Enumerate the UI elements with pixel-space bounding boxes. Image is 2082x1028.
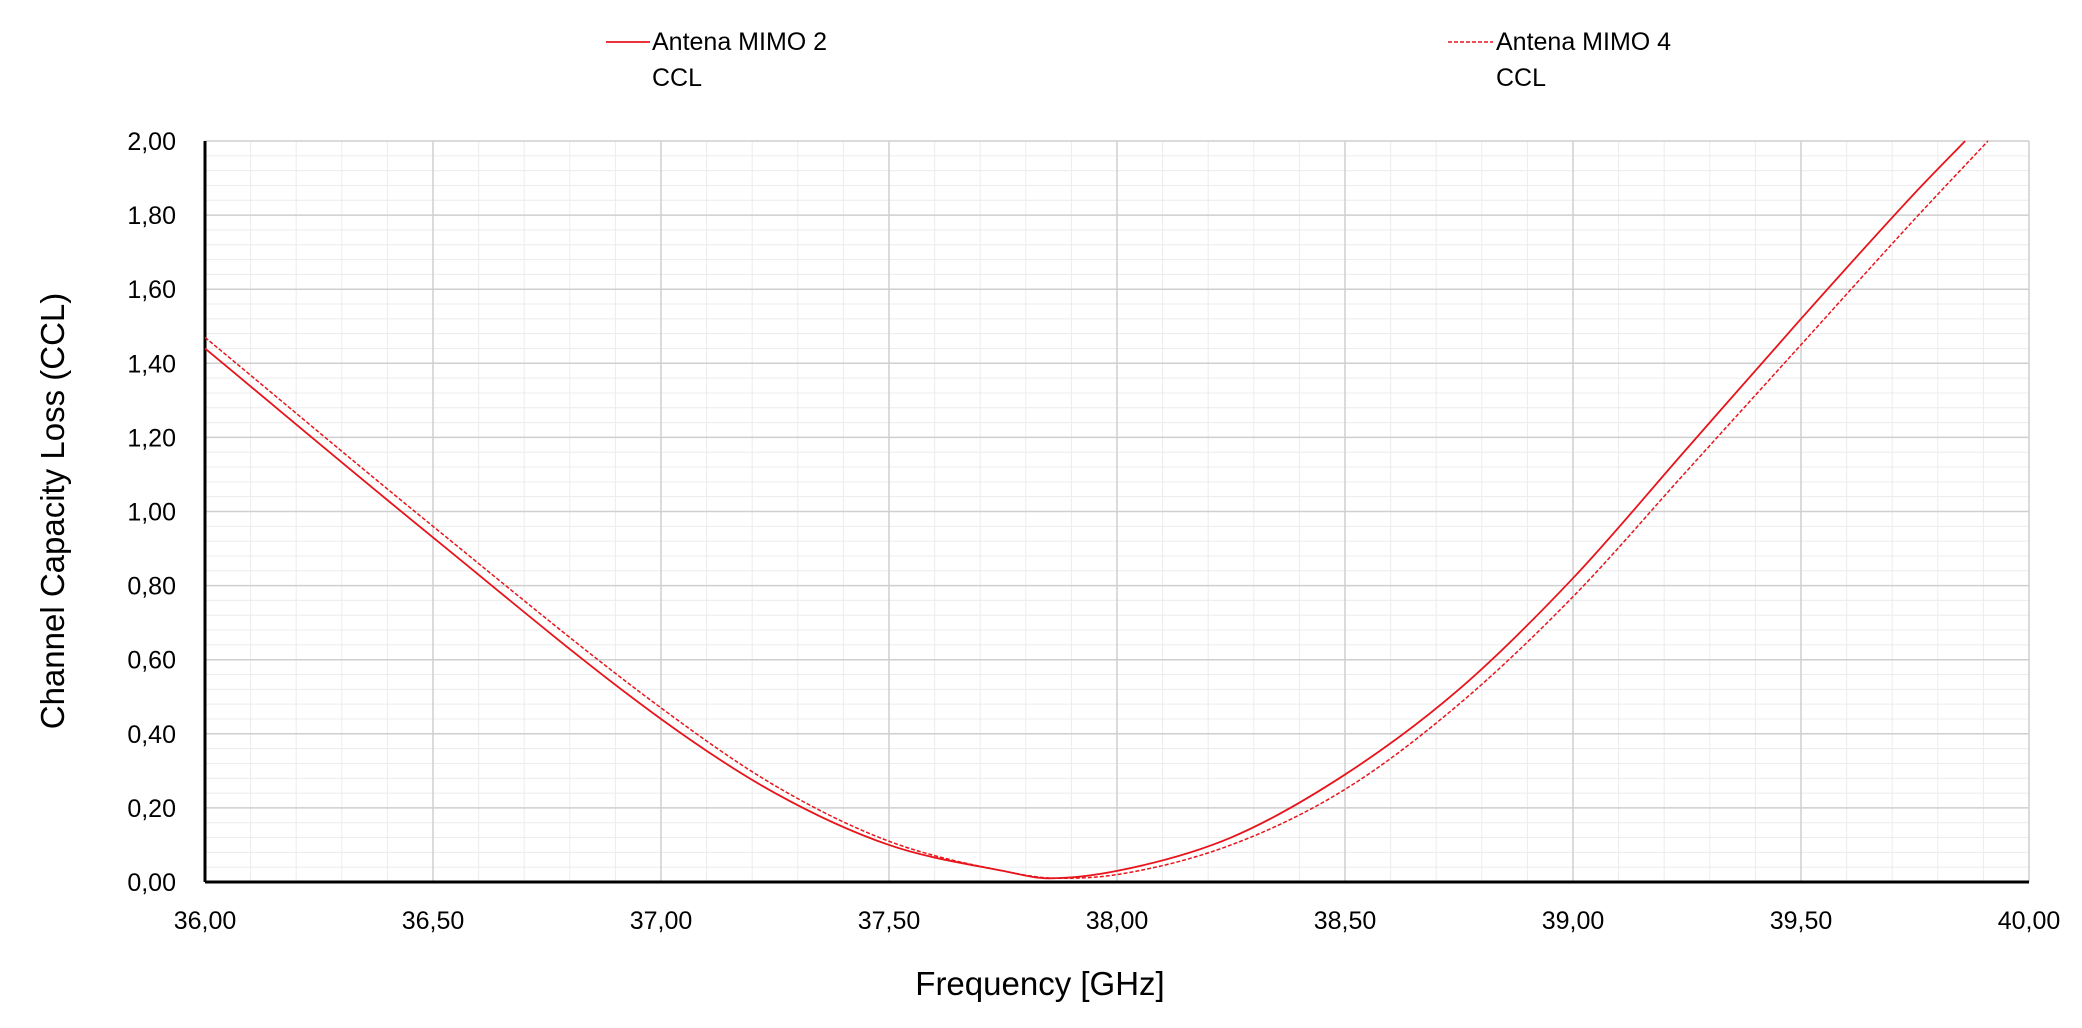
x-tick-label: 37,50 <box>858 907 921 935</box>
x-tick-label: 36,00 <box>174 907 237 935</box>
x-tick-labels: 36,00 36,50 37,00 37,50 38,00 38,50 39,00 39,50… <box>174 907 2061 935</box>
y-tick-label: 1,20 <box>127 424 176 452</box>
legend-label-mimo-2: Antena MIMO 2 <box>652 28 827 56</box>
y-tick-label: 1,80 <box>127 202 176 230</box>
y-tick-label: 1,40 <box>127 350 176 378</box>
x-tick-label: 38,00 <box>1086 907 1149 935</box>
legend-label-mimo-4: Antena MIMO 4 <box>1496 28 1671 56</box>
x-tick-label: 39,00 <box>1542 907 1605 935</box>
y-tick-label: 0,80 <box>127 573 176 601</box>
y-tick-label: 1,00 <box>127 499 176 527</box>
x-tick-label: 38,50 <box>1314 907 1377 935</box>
x-tick-label: 40,00 <box>1998 907 2061 935</box>
y-tick-label: 0,00 <box>127 869 176 897</box>
y-tick-label: 0,20 <box>127 795 176 823</box>
x-axis-title: Frequency [GHz] <box>915 965 1164 1002</box>
y-tick-label: 1,60 <box>127 276 176 304</box>
y-tick-label: 0,60 <box>127 647 176 675</box>
legend-sublabel-mimo-2: CCL <box>652 64 702 92</box>
x-tick-label: 36,50 <box>402 907 465 935</box>
y-tick-label: 2,00 <box>127 128 176 156</box>
x-tick-label: 39,50 <box>1770 907 1833 935</box>
y-axis-title: Channel Capacity Loss (CCL) <box>34 293 71 730</box>
x-tick-label: 37,00 <box>630 907 693 935</box>
y-tick-label: 0,40 <box>127 721 176 749</box>
legend-sublabel-mimo-4: CCL <box>1496 64 1546 92</box>
